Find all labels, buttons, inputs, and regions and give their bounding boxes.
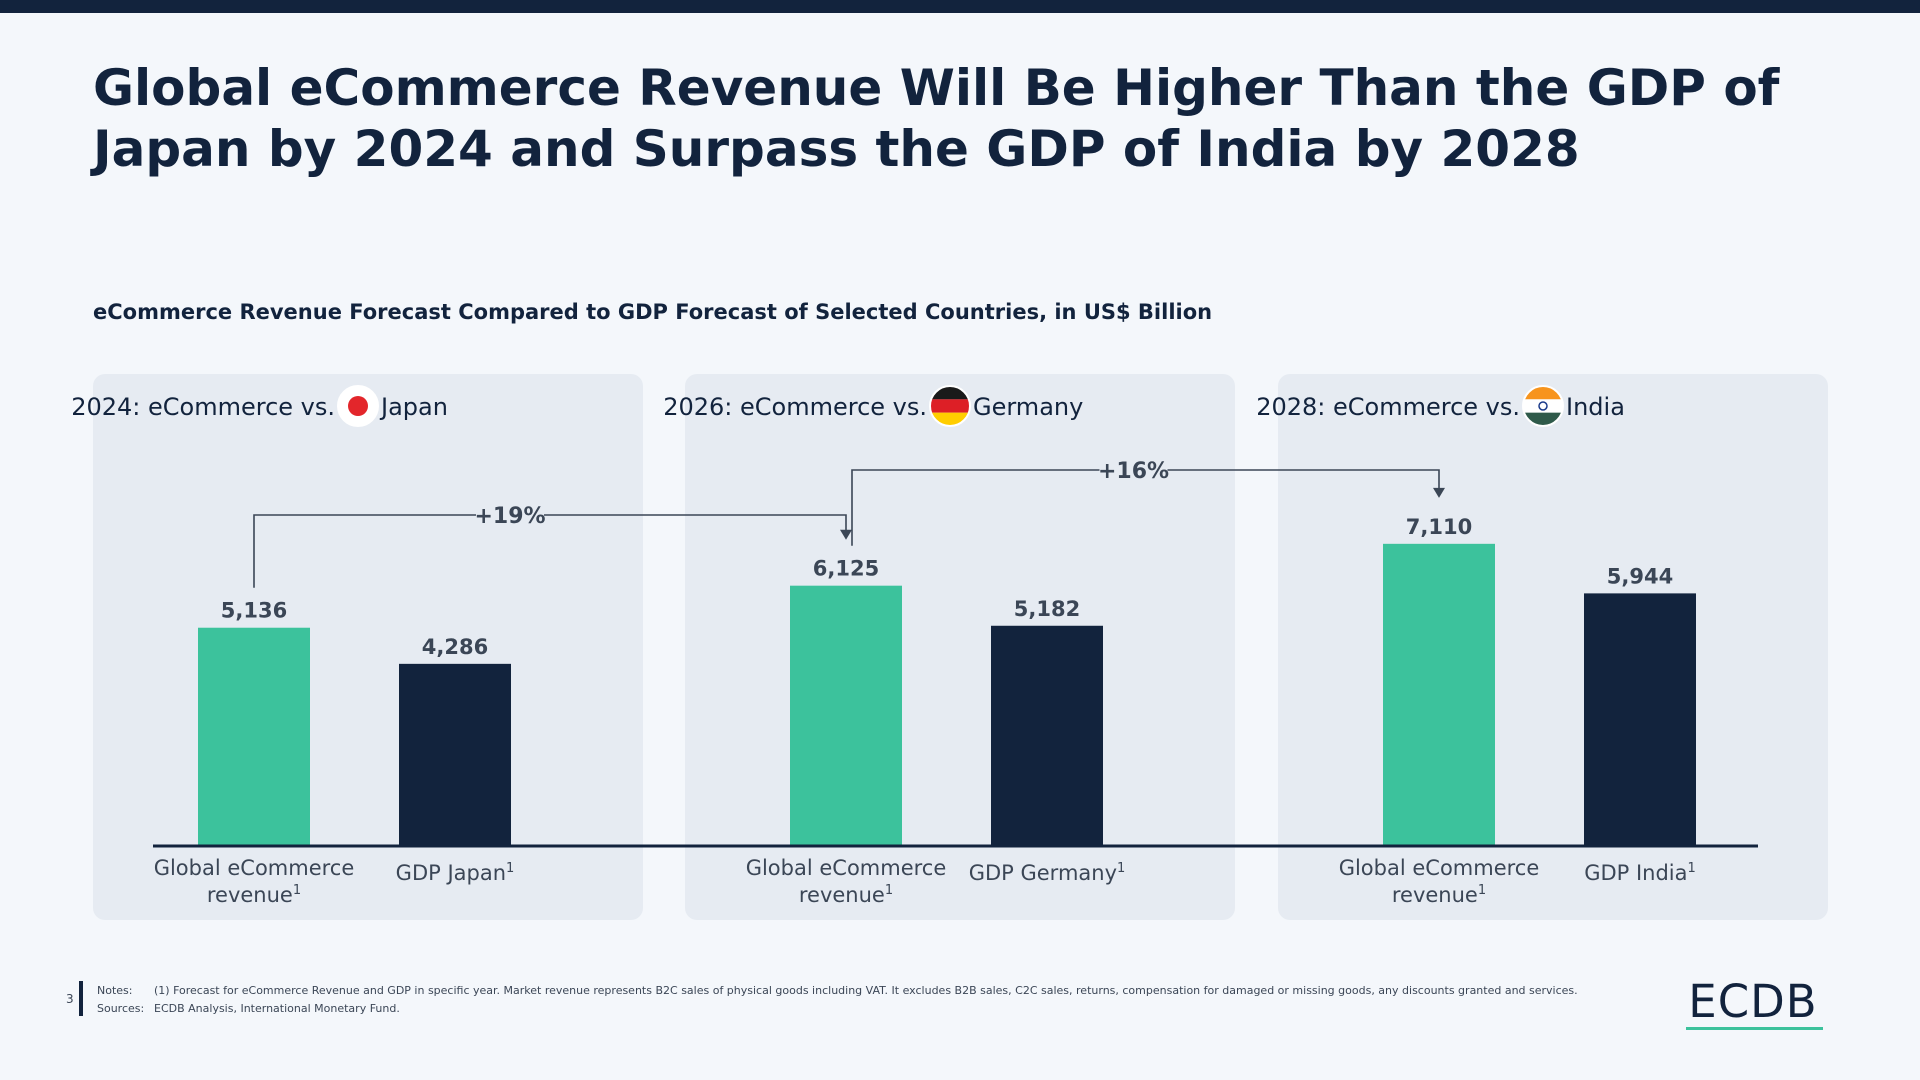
panel-title-prefix: 2028: eCommerce vs. — [1256, 393, 1520, 421]
value-label: 5,182 — [1014, 597, 1080, 621]
notes-row: Notes: (1) Forecast for eCommerce Revenue… — [97, 984, 1578, 997]
page-number: 3 — [66, 992, 74, 1006]
sources-row: Sources: ECDB Analysis, International Mon… — [97, 1002, 400, 1015]
value-label: 5,136 — [221, 599, 287, 623]
footer-divider — [79, 981, 83, 1016]
value-label: 4,286 — [422, 635, 488, 659]
bar-ecommerce — [1383, 543, 1495, 846]
page-title: Global eCommerce Revenue Will Be Higher … — [93, 59, 1780, 178]
sources-label: Sources: — [97, 1002, 145, 1015]
growth-arrowhead — [1433, 487, 1445, 498]
panel-title-country: India — [1566, 393, 1625, 421]
notes-text: (1) Forecast for eCommerce Revenue and G… — [154, 984, 1578, 997]
notes-label: Notes: — [97, 984, 133, 997]
india-flag-icon — [1522, 385, 1564, 427]
chart-panel — [685, 374, 1235, 920]
ecdb-logo: ECDB — [1688, 975, 1818, 1028]
category-label: GDP India1 — [1584, 861, 1696, 885]
top-bar — [0, 0, 1920, 13]
panel-title-country: Germany — [973, 393, 1083, 421]
growth-label: +16% — [1098, 459, 1169, 484]
category-label: GDP Japan1 — [396, 861, 515, 885]
japan-flag-icon — [337, 385, 379, 427]
category-label: Global eCommerce revenue1 — [154, 856, 355, 907]
chart-panel — [93, 374, 643, 920]
panel-title-prefix: 2024: eCommerce vs. — [71, 393, 335, 421]
value-label: 5,944 — [1607, 564, 1673, 588]
panel-title-prefix: 2026: eCommerce vs. — [663, 393, 927, 421]
value-label: 7,110 — [1406, 515, 1472, 539]
category-label: Global eCommerce revenue1 — [746, 856, 947, 907]
sources-text: ECDB Analysis, International Monetary Fu… — [154, 1002, 400, 1015]
bar-gdp — [991, 625, 1103, 846]
chart-subtitle: eCommerce Revenue Forecast Compared to G… — [93, 300, 1213, 324]
growth-arrowhead — [840, 529, 852, 540]
germany-flag-icon — [929, 385, 971, 427]
panel-title-country: Japan — [379, 393, 448, 421]
bar-ecommerce — [790, 585, 902, 846]
category-label: GDP Germany1 — [969, 861, 1126, 885]
value-label: 6,125 — [813, 557, 879, 581]
bar-chart: 2024: eCommerce vs. Japan 5,136 Global eCom… — [71, 374, 1828, 920]
bar-ecommerce — [198, 627, 310, 846]
logo-underline — [1686, 1027, 1823, 1030]
growth-connector-line — [253, 514, 476, 588]
bar-gdp — [1584, 593, 1696, 846]
category-label: Global eCommerce revenue1 — [1339, 856, 1540, 907]
chart-panel — [1278, 374, 1828, 920]
growth-connector-line — [851, 469, 1100, 546]
bar-gdp — [399, 663, 511, 846]
growth-connector-line — [1167, 469, 1440, 490]
growth-label: +19% — [474, 504, 545, 529]
growth-connector-line — [544, 514, 847, 532]
